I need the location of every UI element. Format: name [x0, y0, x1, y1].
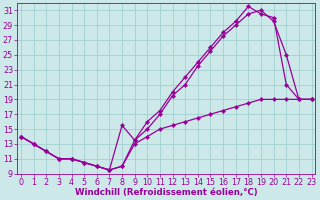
X-axis label: Windchill (Refroidissement éolien,°C): Windchill (Refroidissement éolien,°C)	[75, 188, 258, 197]
